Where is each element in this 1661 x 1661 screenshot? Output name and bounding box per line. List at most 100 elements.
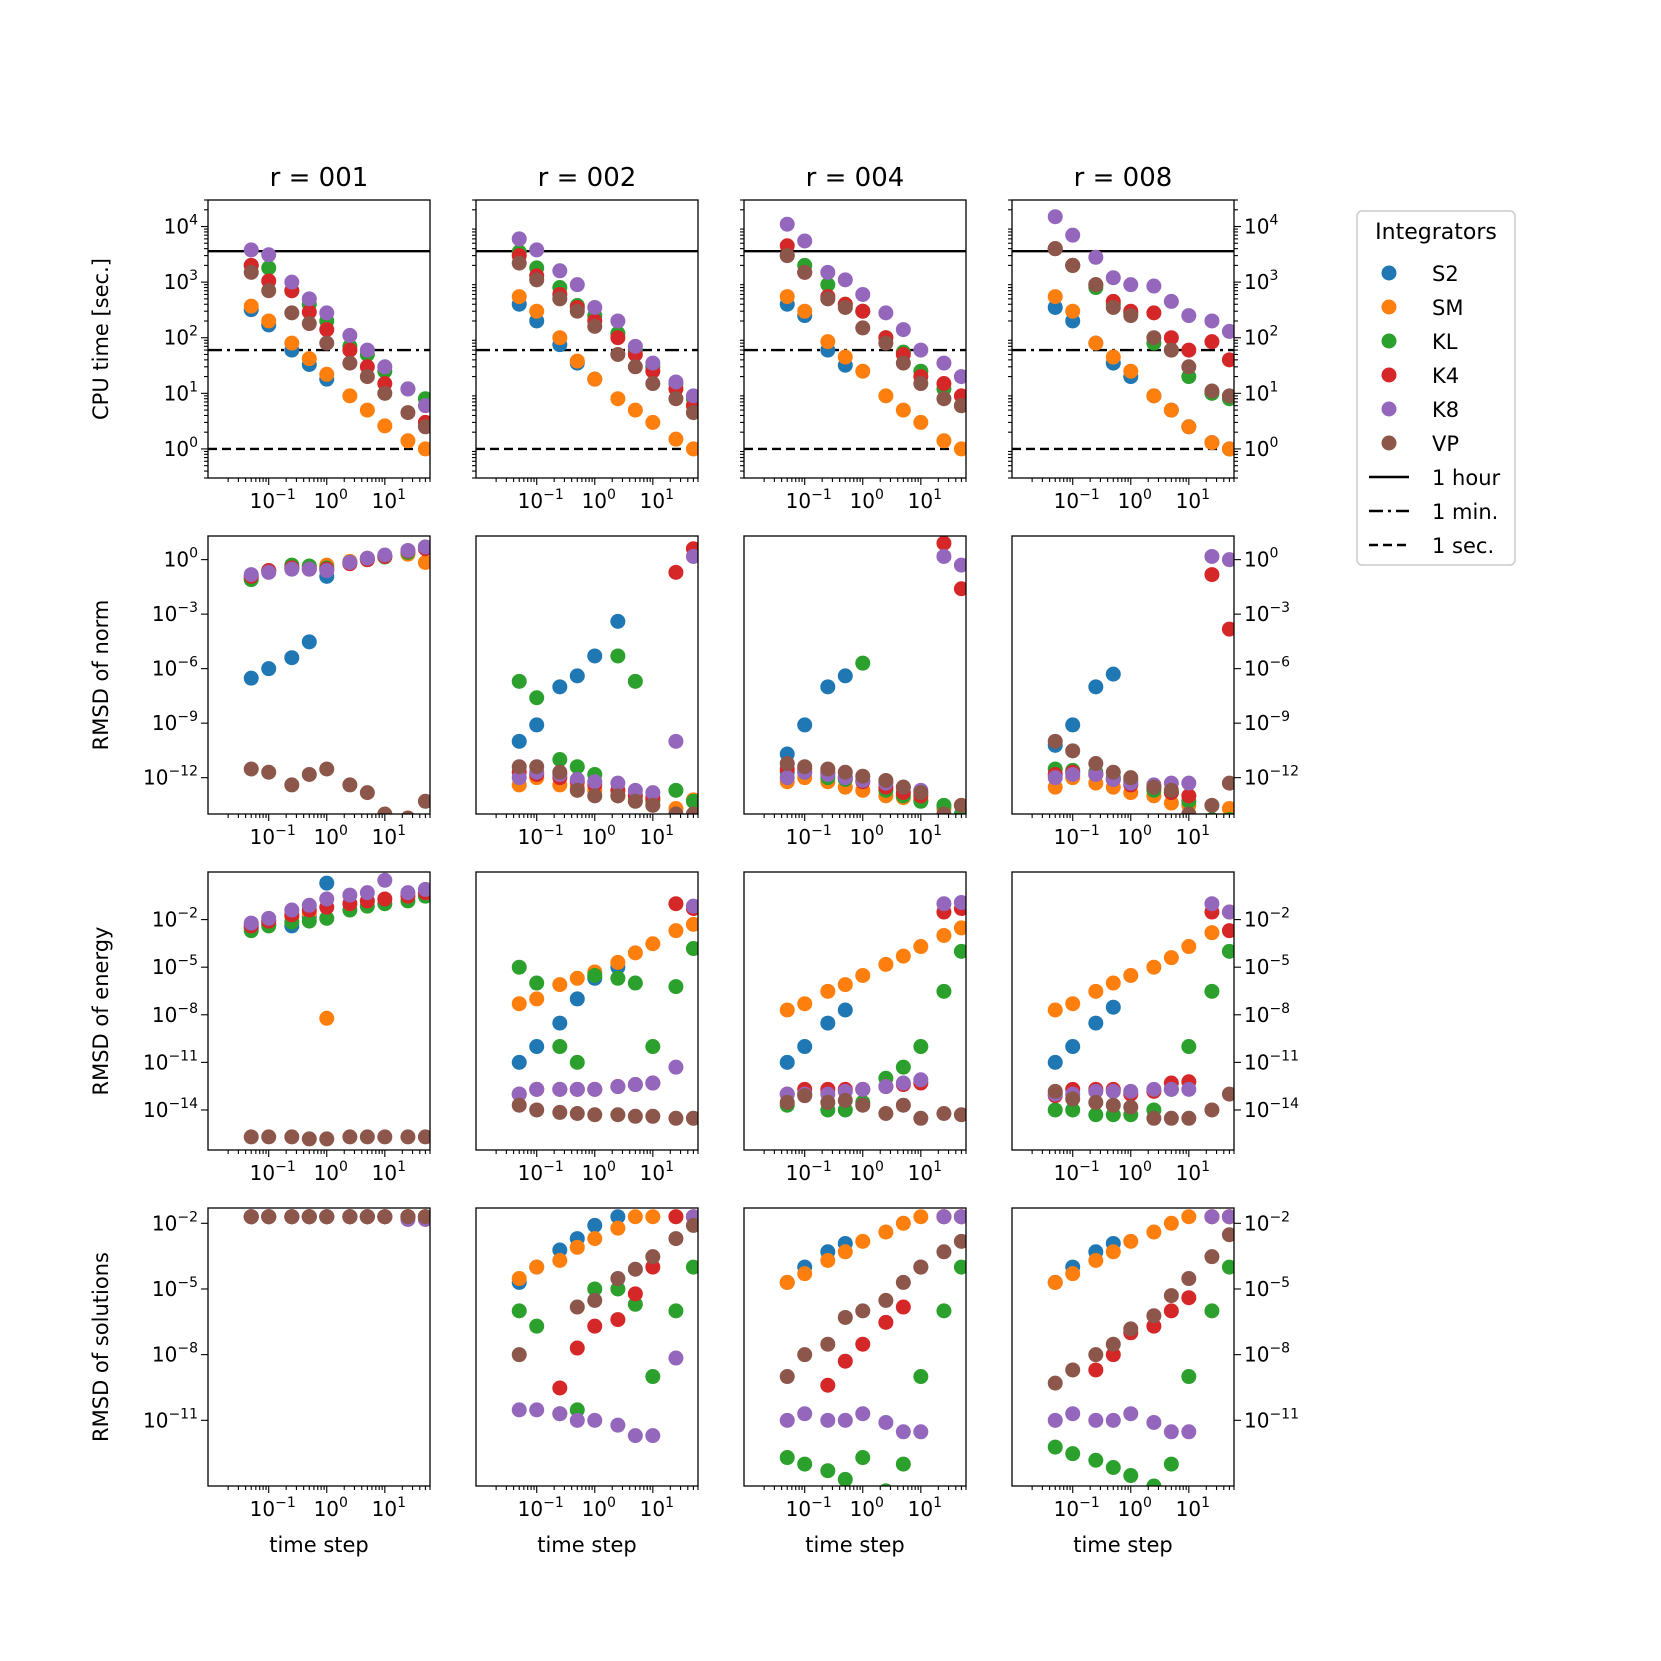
data-points — [511, 1209, 698, 1444]
point-VP — [377, 806, 393, 814]
point-SM — [668, 431, 684, 447]
point-K8 — [569, 1081, 585, 1097]
point-SM — [552, 977, 568, 993]
point-K8 — [529, 1081, 545, 1097]
point-K8 — [529, 1402, 545, 1418]
point-K8 — [668, 1059, 684, 1075]
point-VP — [342, 1209, 358, 1225]
point-K8 — [552, 1081, 568, 1097]
point-SM — [552, 330, 568, 346]
x-tick-label: 100 — [582, 487, 616, 513]
point-VP — [913, 1259, 929, 1275]
x-tick-label: 100 — [850, 1159, 884, 1185]
data-points — [1047, 548, 1234, 814]
panel: 10−1 100 101 — [472, 199, 699, 513]
point-SM — [913, 414, 929, 430]
point-S2 — [610, 613, 626, 629]
point-SM — [913, 1209, 929, 1225]
point-K8 — [936, 548, 952, 564]
point-SM — [953, 441, 966, 457]
legend-item-K8: K8 — [1381, 398, 1459, 422]
point-VP — [1105, 764, 1121, 780]
point-KL — [1204, 1303, 1220, 1319]
point-K8 — [913, 342, 929, 358]
point-KL — [627, 975, 643, 991]
point-SM — [610, 1220, 626, 1236]
point-K8 — [953, 557, 966, 573]
point-VP — [552, 1104, 568, 1120]
point-S2 — [779, 1054, 795, 1070]
data-points — [779, 894, 966, 1126]
point-VP — [936, 806, 952, 814]
point-K4 — [645, 1259, 661, 1275]
point-K8 — [359, 342, 375, 358]
y-axis-label: RMSD of solutions — [89, 1252, 113, 1442]
panel: 10−1 100 101 — [475, 535, 699, 849]
point-SM — [936, 927, 952, 943]
point-VP — [1065, 1362, 1081, 1378]
point-SM — [855, 363, 871, 379]
legend-item-line: 1 min. — [1369, 500, 1498, 524]
point-K4 — [820, 1377, 836, 1393]
point-K4 — [301, 304, 317, 320]
x-axis-label: time step — [537, 1533, 637, 1557]
point-VP — [1123, 1321, 1139, 1337]
y-tick-label: 10−5 — [1244, 1275, 1290, 1301]
point-SM — [797, 996, 813, 1012]
point-SM — [1047, 289, 1063, 305]
point-KL — [610, 1281, 626, 1297]
data-points — [243, 872, 430, 1147]
point-KL — [552, 1039, 568, 1055]
point-SM — [511, 289, 527, 305]
point-KL — [1221, 943, 1234, 959]
y-tick-label: 10−12 — [143, 764, 198, 790]
legend-title: Integrators — [1375, 220, 1497, 245]
point-VP — [913, 785, 929, 801]
point-K8 — [820, 264, 836, 280]
y-tick-label: 103 — [1244, 268, 1278, 294]
point-K8 — [685, 898, 698, 914]
point-VP — [1088, 277, 1104, 293]
point-K8 — [627, 338, 643, 354]
x-tick-label: 100 — [582, 1495, 616, 1521]
point-VP — [627, 1261, 643, 1277]
point-K8 — [953, 1209, 966, 1225]
point-VP — [319, 1209, 335, 1225]
point-SM — [797, 1266, 813, 1282]
y-tick-label: 10−11 — [1244, 1406, 1299, 1432]
point-S2 — [837, 1002, 853, 1018]
x-tick-label: 101 — [640, 1159, 674, 1185]
point-VP — [284, 1129, 300, 1145]
point-KL — [936, 1303, 952, 1319]
point-K8 — [319, 891, 335, 907]
point-VP — [1204, 1249, 1220, 1265]
point-K8 — [627, 1428, 643, 1444]
panel: 10−1 100 101 10−14 10−11 10−8 10−5 10−2 RMSD of … — [89, 871, 431, 1185]
axes-frame — [475, 871, 699, 1151]
point-K4 — [1181, 1290, 1197, 1306]
point-K8 — [1123, 1083, 1139, 1099]
point-VP — [319, 1131, 335, 1147]
point-VP — [319, 335, 335, 351]
legend-label: K8 — [1432, 398, 1459, 422]
point-VP — [797, 264, 813, 280]
point-S2 — [1047, 299, 1063, 315]
point-K8 — [1146, 278, 1162, 294]
point-K8 — [301, 291, 317, 307]
point-VP — [301, 766, 317, 782]
panel: 10−1 100 101 10−14 10−11 10−8 10−5 10−2 — [1011, 871, 1299, 1185]
point-K4 — [342, 342, 358, 358]
point-KL — [1123, 1468, 1139, 1484]
point-K4 — [953, 581, 966, 597]
point-K8 — [913, 1424, 929, 1440]
point-KL — [820, 277, 836, 293]
point-VP — [837, 299, 853, 315]
point-K8 — [855, 1081, 871, 1097]
point-K8 — [953, 894, 966, 910]
point-VP — [511, 1097, 527, 1113]
point-VP — [243, 761, 259, 777]
point-KL — [569, 1402, 585, 1418]
point-VP — [1088, 1347, 1104, 1363]
point-VP — [820, 1336, 836, 1352]
point-K8 — [261, 247, 277, 263]
